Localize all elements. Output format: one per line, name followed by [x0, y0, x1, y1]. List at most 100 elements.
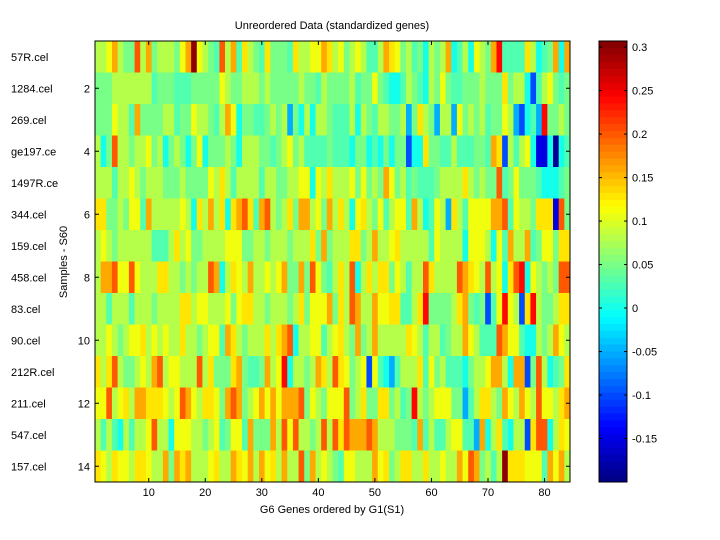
- heatmap-cell: [468, 198, 475, 231]
- heatmap-cell: [321, 387, 328, 420]
- heatmap-cell: [338, 293, 345, 325]
- heatmap-cell: [496, 419, 503, 451]
- heatmap-cell: [547, 450, 554, 483]
- heatmap-cell: [519, 198, 526, 231]
- heatmap-cell: [230, 72, 237, 105]
- heatmap-cell: [439, 135, 446, 168]
- heatmap-cell: [100, 261, 107, 294]
- heatmap-cell: [462, 72, 469, 105]
- heatmap-cell: [298, 230, 305, 262]
- colorbar-segment: [599, 357, 627, 366]
- heatmap-cell: [315, 356, 322, 388]
- heatmap-cell: [264, 104, 271, 136]
- heatmap-cell: [270, 450, 277, 483]
- heatmap-cell: [553, 198, 560, 231]
- heatmap-cell: [151, 293, 158, 325]
- heatmap-cell: [287, 167, 294, 199]
- heatmap-cell: [434, 167, 441, 199]
- heatmap-cell: [140, 324, 147, 357]
- heatmap-cell: [366, 419, 373, 451]
- heatmap-cell: [536, 419, 543, 451]
- heatmap-cell: [117, 135, 124, 168]
- heatmap-cell: [338, 72, 345, 105]
- heatmap-cell: [168, 387, 175, 420]
- heatmap-cell: [536, 41, 543, 73]
- heatmap-cell: [553, 230, 560, 262]
- heatmap-cell: [394, 104, 401, 136]
- heatmap-cell: [95, 419, 102, 451]
- heatmap-cell: [502, 135, 509, 168]
- heatmap-cell: [360, 419, 367, 451]
- heatmap-cell: [202, 450, 209, 483]
- heatmap-cell: [326, 324, 333, 357]
- heatmap-cell: [230, 419, 237, 451]
- heatmap-cell: [513, 450, 520, 483]
- heatmap-cell: [162, 41, 169, 73]
- heatmap-cell: [383, 450, 390, 483]
- heatmap-cell: [394, 198, 401, 231]
- heatmap-cell: [473, 72, 480, 105]
- colorbar-segment: [599, 47, 627, 56]
- heatmap-cell: [332, 324, 339, 357]
- heatmap-cell: [400, 324, 407, 357]
- colorbar-segment: [599, 295, 627, 304]
- heatmap-cell: [462, 198, 469, 231]
- heatmap-cell: [547, 230, 554, 262]
- heatmap-cell: [541, 135, 548, 168]
- heatmap-cell: [191, 198, 198, 231]
- heatmap-cell: [275, 261, 282, 294]
- heatmap-cell: [117, 387, 124, 420]
- heatmap-cell: [343, 104, 350, 136]
- colorbar-tick-label: 0.25: [632, 86, 653, 98]
- heatmap-cell: [230, 450, 237, 483]
- colorbar-segment: [599, 75, 627, 83]
- heatmap-cell: [219, 104, 226, 136]
- heatmap-cell: [236, 104, 243, 136]
- heatmap-cell: [485, 261, 492, 294]
- heatmap-cell: [157, 450, 164, 483]
- heatmap-cell: [151, 135, 158, 168]
- heatmap-cell: [406, 419, 413, 451]
- heatmap-cell: [162, 450, 169, 483]
- heatmap-cell: [394, 356, 401, 388]
- heatmap-cell: [377, 324, 384, 357]
- heatmap-cell: [162, 167, 169, 199]
- heatmap-cell: [445, 104, 452, 136]
- heatmap-cell: [168, 135, 175, 168]
- heatmap-cell: [507, 72, 514, 105]
- heatmap-cell: [157, 198, 164, 231]
- heatmap-cell: [394, 167, 401, 199]
- heatmap-cell: [536, 72, 543, 105]
- heatmap-cell: [134, 419, 141, 451]
- heatmap-cell: [558, 41, 565, 73]
- heatmap-cell: [117, 261, 124, 294]
- heatmap-cell: [541, 167, 548, 199]
- heatmap-cell: [366, 41, 373, 73]
- heatmap-cell: [304, 135, 311, 168]
- heatmap-cell: [174, 293, 181, 325]
- heatmap-cell: [321, 167, 328, 199]
- heatmap-cell: [389, 198, 396, 231]
- heatmap-cell: [179, 261, 186, 294]
- heatmap-cell: [298, 419, 305, 451]
- heatmap-cell: [191, 104, 198, 136]
- heatmap-cell: [372, 293, 379, 325]
- heatmap-cell: [411, 261, 418, 294]
- heatmap-cell: [547, 419, 554, 451]
- heatmap-cell: [456, 356, 463, 388]
- heatmap-cell: [100, 135, 107, 168]
- heatmap-cell: [389, 450, 396, 483]
- row-label: 1284.cel: [11, 83, 53, 95]
- colorbar-segment: [599, 82, 627, 90]
- heatmap-cell: [445, 135, 452, 168]
- colorbar-segment: [599, 54, 627, 63]
- heatmap-cell: [343, 387, 350, 420]
- heatmap-cell: [253, 135, 260, 168]
- heatmap-cell: [377, 135, 384, 168]
- heatmap-cell: [140, 72, 147, 105]
- heatmap-cell: [242, 72, 249, 105]
- heatmap-cell: [445, 230, 452, 262]
- heatmap-cell: [496, 167, 503, 199]
- heatmap-cell: [213, 198, 220, 231]
- heatmap-cell: [208, 450, 215, 483]
